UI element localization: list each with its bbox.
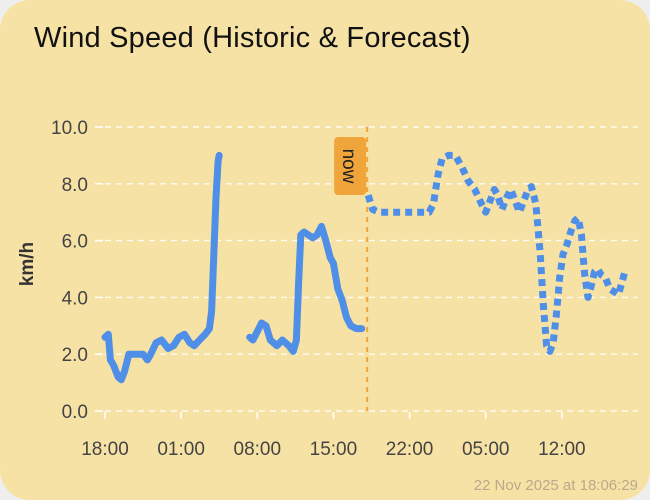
y-axis-ticks: 0.0 2.0 4.0 6.0 8.0 10.0	[51, 118, 88, 423]
grid-lines	[95, 126, 638, 419]
y-tick-label: 10.0	[51, 118, 88, 139]
now-label: now	[338, 149, 359, 184]
now-marker: now	[334, 137, 367, 195]
y-tick-label: 0.0	[62, 402, 88, 423]
x-tick-label: 12:00	[538, 439, 586, 460]
now-badge-bg	[334, 137, 367, 195]
updated-timestamp: 22 Nov 2025 at 18:06:29	[473, 477, 638, 494]
historic-line	[101, 151, 223, 384]
y-tick-label: 4.0	[62, 288, 88, 309]
y-tick-label: 6.0	[62, 232, 88, 253]
x-tick-label: 18:00	[81, 439, 129, 460]
x-tick-label: 22:00	[386, 439, 434, 460]
y-axis-label: km/h	[17, 242, 38, 286]
x-axis-ticks: 18:00 01:00 08:00 15:00 22:00 05:00 12:00	[81, 439, 585, 460]
historic-line	[246, 222, 366, 355]
x-tick-label: 01:00	[157, 439, 205, 460]
series-lines	[101, 151, 629, 384]
x-tick-label: 15:00	[310, 439, 358, 460]
forecast-line	[364, 151, 629, 355]
y-tick-label: 2.0	[62, 345, 88, 366]
x-tick-label: 05:00	[462, 439, 510, 460]
x-tick-label: 08:00	[234, 439, 282, 460]
y-tick-label: 8.0	[62, 175, 88, 196]
chart-title: Wind Speed (Historic & Forecast)	[34, 22, 471, 54]
